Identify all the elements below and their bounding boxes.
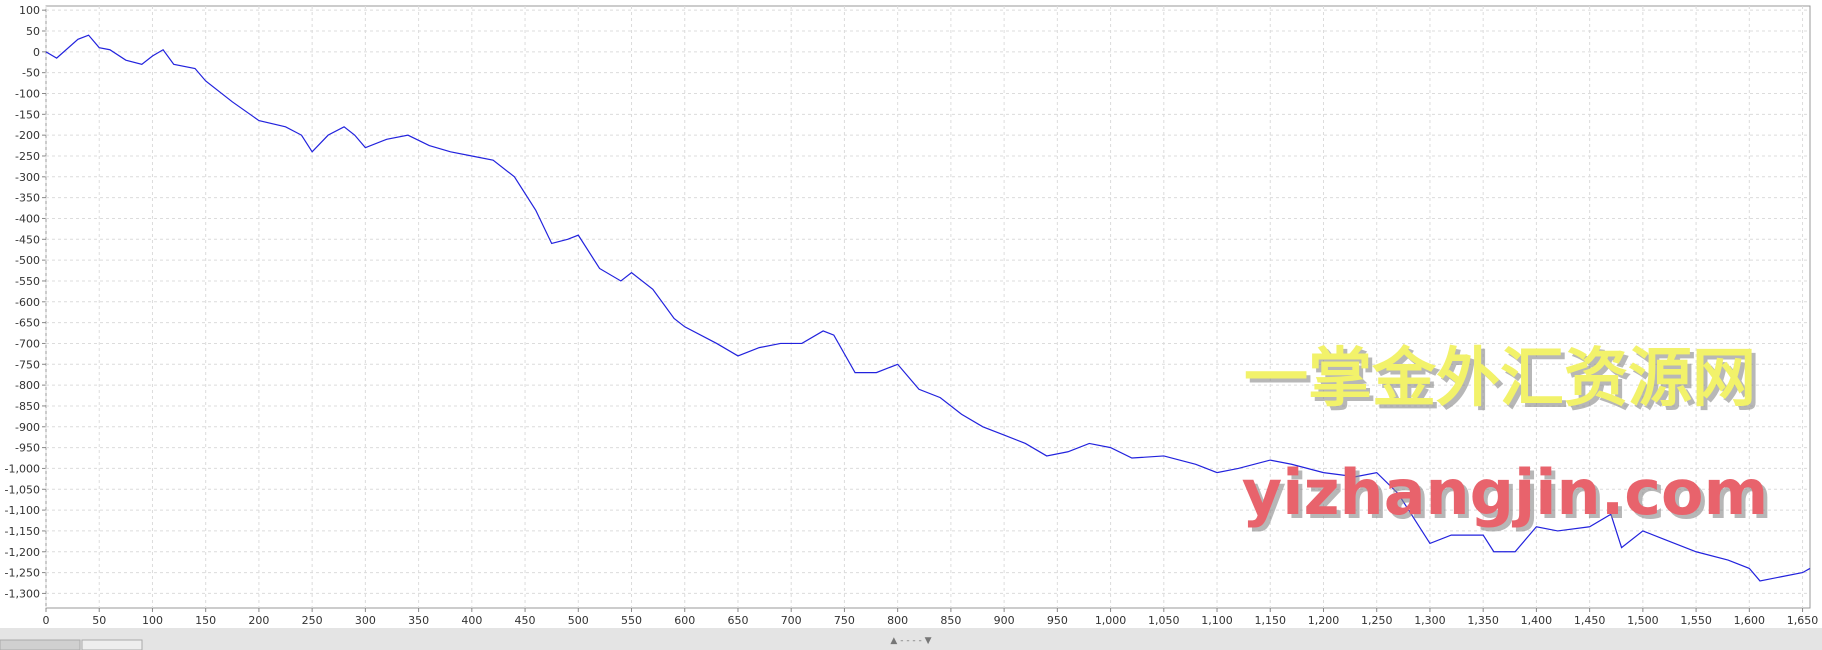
y-tick-label: -500 bbox=[15, 254, 40, 267]
x-tick-label: 1,200 bbox=[1308, 614, 1340, 627]
x-tick-label: 650 bbox=[727, 614, 748, 627]
y-tick-label: -1,250 bbox=[5, 567, 40, 580]
x-tick-label: 900 bbox=[994, 614, 1015, 627]
x-tick-label: 1,600 bbox=[1734, 614, 1766, 627]
x-tick-label: 450 bbox=[515, 614, 536, 627]
tab bbox=[81, 639, 143, 650]
watermark-shadow: yizhangjin.com bbox=[1246, 460, 1772, 533]
x-tick-label: 350 bbox=[408, 614, 429, 627]
x-tick-label: 500 bbox=[568, 614, 589, 627]
y-tick-label: 100 bbox=[19, 4, 40, 17]
y-tick-label: -1,050 bbox=[5, 483, 40, 496]
plot-background bbox=[45, 5, 1811, 609]
y-tick-label: -850 bbox=[15, 400, 40, 413]
tab bbox=[0, 639, 81, 650]
y-tick-label: -900 bbox=[15, 421, 40, 434]
x-tick-label: 950 bbox=[1047, 614, 1068, 627]
x-tick-label: 1,550 bbox=[1680, 614, 1712, 627]
y-tick-label: -150 bbox=[15, 108, 40, 121]
watermark-url: yizhangjin.com bbox=[1242, 456, 1768, 529]
x-tick-label: 200 bbox=[248, 614, 269, 627]
x-tick-label: 1,150 bbox=[1255, 614, 1287, 627]
y-tick-label: -950 bbox=[15, 442, 40, 455]
data-line bbox=[45, 34, 1811, 582]
y-tick-label: -1,150 bbox=[5, 525, 40, 538]
x-tick-label: 1,250 bbox=[1361, 614, 1393, 627]
x-tick-label: 1,050 bbox=[1148, 614, 1180, 627]
y-tick-label: -300 bbox=[15, 171, 40, 184]
x-tick-label: 600 bbox=[674, 614, 695, 627]
watermark-cn: 一掌金外汇资源网 bbox=[1244, 342, 1756, 416]
x-tick-label: 750 bbox=[834, 614, 855, 627]
y-tick-label: -100 bbox=[15, 87, 40, 100]
x-tick-label: 1,000 bbox=[1095, 614, 1127, 627]
x-tick-label: 800 bbox=[887, 614, 908, 627]
y-tick-label: -250 bbox=[15, 150, 40, 163]
x-tick-label: 1,400 bbox=[1521, 614, 1553, 627]
x-tick-label: 1,350 bbox=[1467, 614, 1499, 627]
y-tick-label: 0 bbox=[33, 46, 40, 59]
splitter-handle[interactable]: ▲ - - - - ▼ bbox=[890, 636, 931, 646]
y-tick-label: -200 bbox=[15, 129, 40, 142]
y-tick-label: -750 bbox=[15, 358, 40, 371]
x-tick-label: 50 bbox=[92, 614, 106, 627]
x-tick-label: 1,300 bbox=[1414, 614, 1446, 627]
y-tick-label: -1,300 bbox=[5, 587, 40, 600]
y-tick-label: -1,000 bbox=[5, 462, 40, 475]
y-tick-label: -350 bbox=[15, 192, 40, 205]
y-tick-label: -600 bbox=[15, 296, 40, 309]
x-tick-label: 1,100 bbox=[1201, 614, 1233, 627]
x-tick-label: 1,650 bbox=[1787, 614, 1819, 627]
x-tick-label: 850 bbox=[940, 614, 961, 627]
x-tick-label: 250 bbox=[302, 614, 323, 627]
y-tick-label: -50 bbox=[22, 67, 40, 80]
x-tick-label: 550 bbox=[621, 614, 642, 627]
y-tick-label: -450 bbox=[15, 233, 40, 246]
y-tick-label: -1,100 bbox=[5, 504, 40, 517]
x-tick-label: 300 bbox=[355, 614, 376, 627]
x-tick-label: 1,450 bbox=[1574, 614, 1606, 627]
plot-area: 100500-50-100-150-200-250-300-350-400-45… bbox=[5, 4, 1819, 627]
watermark-shadow: 一掌金外汇资源网 bbox=[1248, 346, 1760, 420]
x-tick-label: 150 bbox=[195, 614, 216, 627]
y-tick-label: -550 bbox=[15, 275, 40, 288]
x-tick-label: 400 bbox=[461, 614, 482, 627]
y-tick-label: -700 bbox=[15, 337, 40, 350]
y-tick-label: -800 bbox=[15, 379, 40, 392]
x-tick-label: 0 bbox=[43, 614, 50, 627]
x-tick-label: 700 bbox=[781, 614, 802, 627]
x-tick-label: 1,500 bbox=[1627, 614, 1659, 627]
bottom-bar bbox=[0, 628, 1822, 650]
y-tick-label: -400 bbox=[15, 212, 40, 225]
y-tick-label: -1,200 bbox=[5, 546, 40, 559]
x-tick-label: 100 bbox=[142, 614, 163, 627]
y-tick-label: 50 bbox=[26, 25, 40, 38]
y-tick-label: -650 bbox=[15, 317, 40, 330]
